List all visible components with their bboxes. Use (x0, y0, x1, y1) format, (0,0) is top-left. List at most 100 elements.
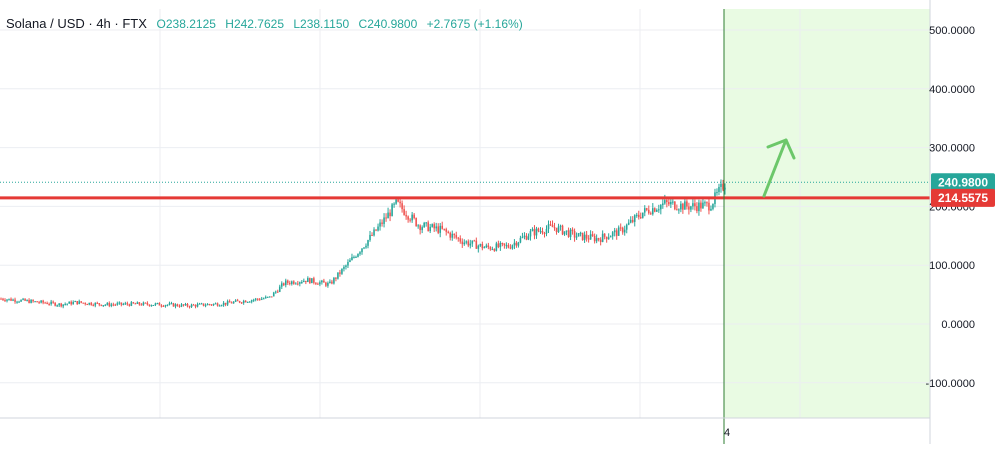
candle-body (471, 240, 474, 244)
candle-body (138, 302, 141, 305)
candle-body (282, 283, 285, 286)
candle-body (649, 213, 652, 215)
candle-body (463, 242, 466, 245)
candle-body (186, 303, 189, 307)
candle-body (553, 227, 556, 229)
candle-body (210, 304, 213, 306)
candle-body (441, 225, 444, 229)
candle-body (722, 183, 724, 190)
candle-body (299, 282, 301, 284)
candle-body (525, 235, 528, 240)
close-value: 240.9800 (367, 17, 418, 31)
candle-body (174, 304, 177, 307)
time-axis[interactable]: 4 (724, 427, 730, 439)
candle-body (409, 219, 411, 221)
candle-body (601, 233, 604, 242)
candle-body (303, 280, 305, 282)
candle-body (485, 245, 488, 248)
candle-body (168, 303, 171, 305)
candle-body (692, 203, 694, 207)
candle-body (22, 298, 24, 300)
candle-body (38, 302, 40, 304)
candle-body (678, 209, 680, 211)
candle-body (20, 299, 22, 302)
candle-body (379, 222, 381, 227)
candle-body (351, 257, 353, 261)
ohlc-values: O238.2125 H242.7625 L238.1150 C240.9800 … (157, 17, 523, 31)
candle-body (660, 205, 662, 210)
candle-body (387, 212, 389, 219)
candle-body (475, 240, 478, 249)
open-value: 238.2125 (165, 17, 216, 31)
grid (0, 9, 930, 418)
candle-body (116, 303, 119, 305)
candle-body (547, 224, 550, 229)
candle-body (603, 233, 606, 237)
candle-body (385, 217, 387, 219)
candle-body (513, 242, 516, 246)
change-value: +2.7675 (+1.16%) (426, 17, 523, 31)
candle-body (90, 302, 93, 305)
candle-body (531, 229, 534, 232)
candle-body (66, 303, 68, 305)
candle-body (501, 243, 504, 245)
y-tick-label: 400.0000 (929, 84, 975, 96)
candle-body (718, 186, 720, 193)
candle-body (507, 245, 510, 248)
candle-body (383, 217, 385, 224)
candle-body (694, 203, 696, 207)
candle-body (487, 245, 490, 248)
resistance-price-label: 214.5575 (938, 191, 988, 205)
candle-body (158, 302, 161, 306)
candle-body (220, 305, 223, 307)
candle-body (50, 301, 52, 305)
candle-body (144, 302, 147, 304)
candle-body (369, 234, 371, 241)
candle-body (200, 303, 203, 305)
forecast-zone (724, 9, 930, 418)
candle-body (238, 301, 241, 303)
candle-body (164, 305, 167, 307)
candle-body (684, 201, 686, 210)
symbol-title[interactable]: Solana / USD · 4h · FTX (6, 16, 147, 31)
candle-body (543, 233, 546, 235)
low-label: L (293, 17, 301, 31)
candle-body (313, 278, 315, 283)
candle-body (202, 303, 205, 306)
candle-body (96, 302, 99, 304)
candle-body (307, 278, 309, 283)
candle-body (70, 301, 72, 305)
candle-body (519, 237, 522, 243)
candle-body (190, 304, 193, 308)
candle-body (252, 299, 255, 301)
candle-body (34, 301, 36, 303)
candle-body (437, 226, 440, 233)
candle-body (509, 247, 512, 249)
price-axis[interactable]: 500.0000400.0000300.0000200.0000100.0000… (925, 25, 975, 390)
candle-body (297, 283, 299, 285)
candle-body (505, 245, 508, 247)
candle-body (222, 302, 225, 306)
candle-body (629, 219, 632, 223)
candle-body (403, 209, 405, 215)
candle-body (291, 281, 293, 284)
candle-body (188, 306, 191, 308)
candle-body (643, 208, 646, 213)
candle-body (419, 225, 421, 231)
candle-body (58, 303, 60, 306)
candle-body (278, 286, 281, 292)
candle-body (423, 222, 425, 228)
candle-body (56, 305, 58, 307)
candle-body (613, 230, 616, 233)
candle-body (311, 278, 313, 284)
candle-body (124, 303, 127, 305)
candle-body (2, 298, 4, 300)
candle-body (260, 298, 263, 300)
y-tick-label: 500.0000 (929, 25, 975, 37)
candle-body (232, 301, 235, 304)
candle-body (395, 199, 397, 204)
candle-body (415, 217, 417, 227)
candle-body (563, 231, 566, 235)
